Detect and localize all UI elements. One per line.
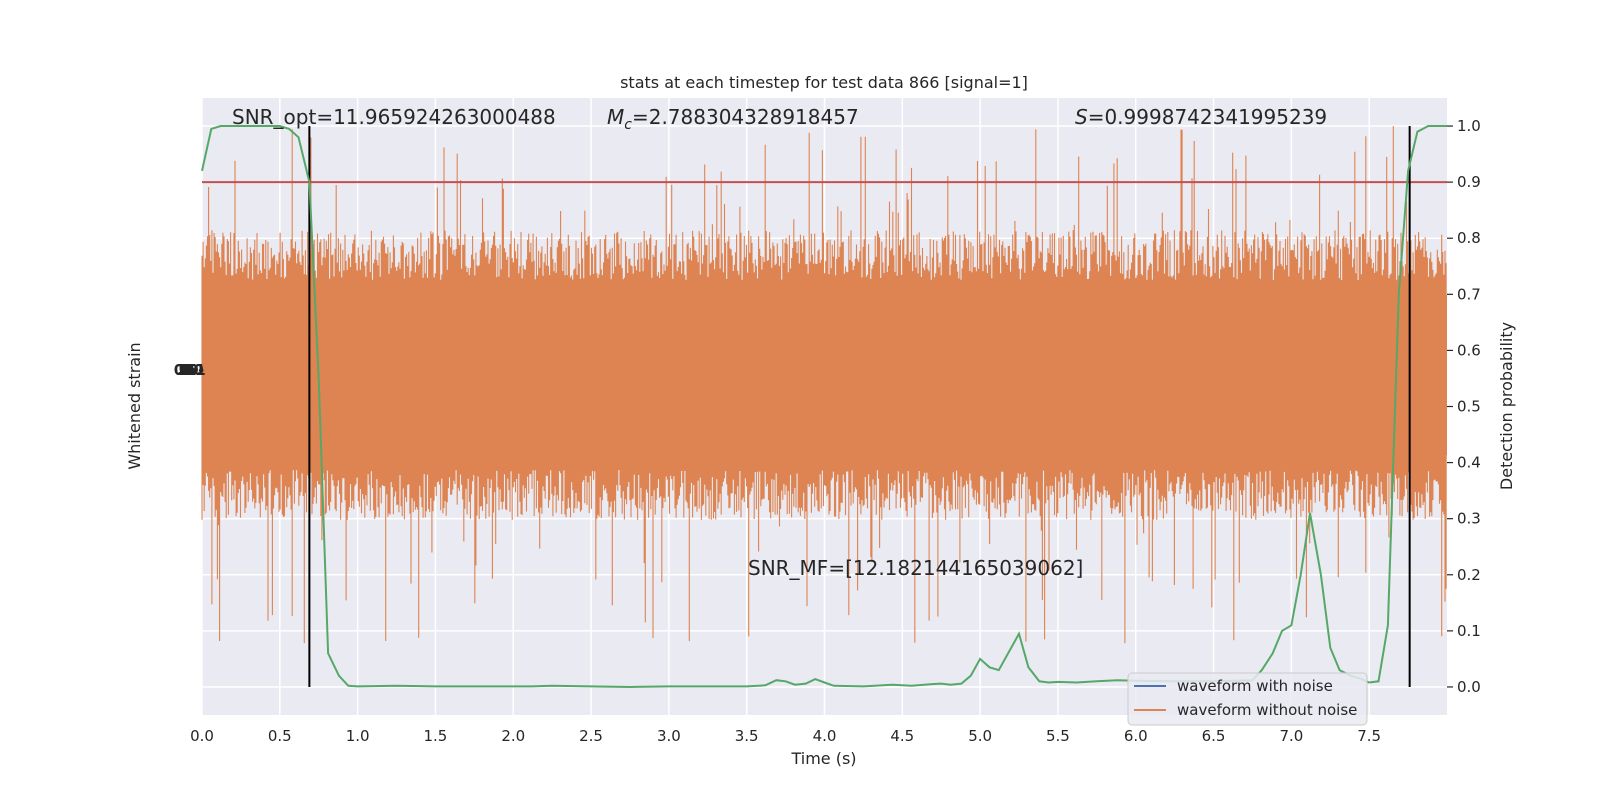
x-tick-15: 7.5 (1357, 727, 1381, 745)
x-tick-9: 4.5 (890, 727, 914, 745)
right-tick-6: 0.6 (1457, 341, 1481, 359)
chart-title: stats at each timestep for test data 866… (620, 73, 1028, 92)
legend-box (1127, 672, 1368, 726)
legend-label-waveform-with-noise: waveform with noise (1177, 677, 1333, 695)
right-tick-7: 0.7 (1457, 285, 1481, 303)
right-axis-ticks: 0.0 0.1 0.2 0.3 0.4 0.5 0.6 0.7 0.8 0.9 1.0 (1447, 117, 1481, 696)
snr-mf-annotation: SNR_MF=[12.182144165039062] (748, 556, 1083, 580)
x-tick-8: 4.0 (813, 727, 837, 745)
right-tick-3: 0.3 (1457, 510, 1481, 528)
x-tick-10: 5.0 (968, 727, 992, 745)
x-tick-5: 2.5 (579, 727, 603, 745)
right-axis-label: Detection probability (1497, 322, 1516, 490)
x-axis-ticks: 0.0 0.5 1.0 1.5 2.0 2.5 3.0 3.5 4.0 4.5 5.0 5.5 6.0 6… (190, 727, 1381, 745)
legend-label-waveform-without-noise: waveform without noise (1177, 701, 1357, 719)
right-tick-8: 0.8 (1457, 229, 1481, 247)
window-lines (308, 126, 1411, 687)
legend: waveform with noise waveform without noi… (1127, 672, 1368, 726)
snr-opt-annotation: SNR_opt=11.965924263000488 (232, 105, 556, 129)
right-tick-4: 0.4 (1457, 454, 1481, 472)
waveform-without-noise-series (201, 126, 1447, 644)
right-tick-9: 0.9 (1457, 173, 1481, 191)
right-tick-0: 0.0 (1457, 678, 1481, 696)
x-tick-1: 0.5 (268, 727, 292, 745)
x-tick-14: 7.0 (1279, 727, 1303, 745)
left-tick-labels-overlapping: -1.0 -0.5 0.0 0.5 1.0 (174, 363, 205, 375)
right-tick-10: 1.0 (1457, 117, 1481, 135)
left-axis-label: Whitened strain (125, 342, 144, 469)
right-tick-2: 0.2 (1457, 566, 1481, 584)
s-annotation: S=0.9998742341995239 (1075, 105, 1327, 129)
x-tick-12: 6.0 (1124, 727, 1148, 745)
x-tick-2: 1.0 (346, 727, 370, 745)
x-tick-13: 6.5 (1202, 727, 1226, 745)
x-tick-7: 3.5 (735, 727, 759, 745)
right-tick-5: 0.5 (1457, 398, 1481, 416)
detection-probability-line (201, 125, 1447, 689)
chirp-mass-annotation: Mc=2.788304328918457 (607, 105, 859, 133)
x-tick-11: 5.5 (1046, 727, 1070, 745)
x-tick-6: 3.0 (657, 727, 681, 745)
x-tick-4: 2.0 (501, 727, 525, 745)
strain-trace (201, 126, 1447, 644)
x-tick-0: 0.0 (190, 727, 214, 745)
x-tick-3: 1.5 (424, 727, 448, 745)
left-axis-ticks: -1.0 -0.5 0.0 0.5 1.0 (174, 363, 214, 375)
right-tick-1: 0.1 (1457, 622, 1481, 640)
x-axis-label: Time (s) (790, 749, 856, 768)
